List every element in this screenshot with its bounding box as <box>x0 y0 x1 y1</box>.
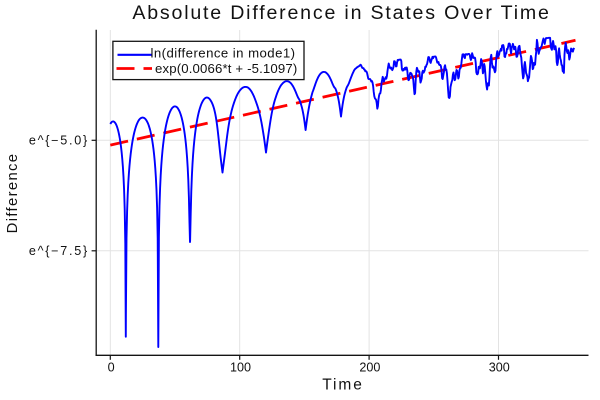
svg-text:100: 100 <box>230 361 251 375</box>
svg-text:Difference: Difference <box>5 153 21 234</box>
svg-text:Absolute Difference in States: Absolute Difference in States Over Time <box>132 2 550 24</box>
svg-text:200: 200 <box>359 361 380 375</box>
svg-text:Time: Time <box>322 376 363 393</box>
svg-text:e^{−5.0}: e^{−5.0} <box>29 134 89 148</box>
svg-text:exp(0.0066*t + -5.1097): exp(0.0066*t + -5.1097) <box>155 61 297 76</box>
svg-text:e^{−7.5}: e^{−7.5} <box>29 244 89 258</box>
svg-text:300: 300 <box>489 361 510 375</box>
svg-text:ln(difference in mode1): ln(difference in mode1) <box>151 46 296 61</box>
svg-text:0: 0 <box>108 361 115 375</box>
